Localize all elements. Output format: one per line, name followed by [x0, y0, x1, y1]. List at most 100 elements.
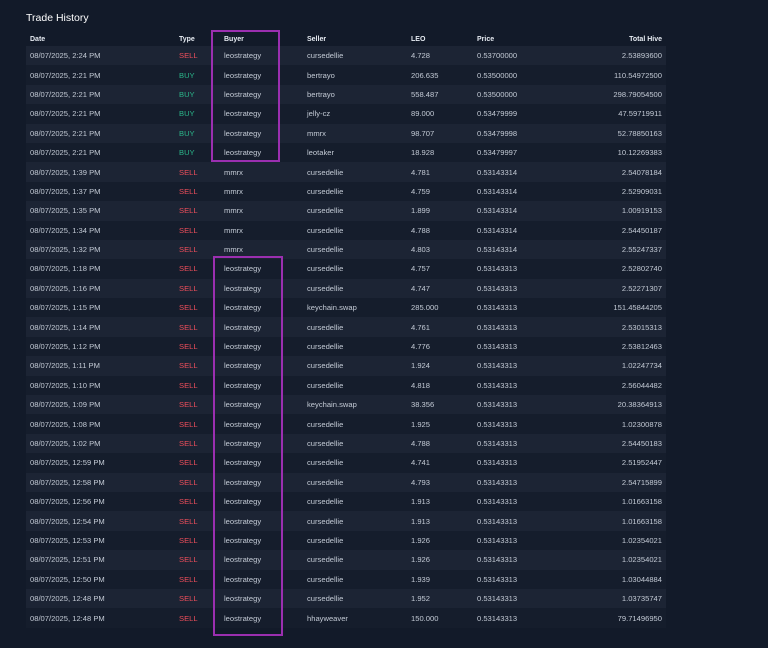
cell-seller: cursedellie [307, 342, 344, 352]
cell-leo: 98.707 [411, 128, 435, 138]
cell-total: 2.51952447 [621, 458, 662, 468]
cell-type: SELL [179, 342, 198, 352]
table-row[interactable]: 08/07/2025, 2:21 PM BUY leostrategy bertray… [26, 84, 666, 105]
cell-buyer: leostrategy [224, 535, 262, 545]
cell-seller: jelly-cz [307, 109, 331, 119]
cell-leo: 4.728 [411, 51, 431, 61]
cell-buyer: leostrategy [224, 380, 262, 390]
cell-date: 08/07/2025, 2:21 PM [30, 70, 101, 80]
cell-type: SELL [179, 167, 198, 177]
table-row[interactable]: 08/07/2025, 1:09 PM SELL leostrategy keycha… [26, 395, 666, 415]
cell-price: 0.53143314 [477, 167, 518, 177]
cell-date: 08/07/2025, 12:54 PM [30, 516, 105, 526]
cell-price: 0.53143313 [477, 342, 518, 352]
cell-price: 0.53143313 [477, 361, 518, 371]
cell-price: 0.53143313 [477, 535, 518, 545]
cell-leo: 1.925 [411, 419, 431, 429]
cell-seller: cursedellie [307, 419, 344, 429]
table-row[interactable]: 08/07/2025, 12:58 PM SELL leostrategy curse… [26, 472, 666, 492]
table-row[interactable]: 08/07/2025, 12:54 PM SELL leostrategy curse… [26, 511, 666, 531]
cell-date: 08/07/2025, 12:56 PM [30, 497, 105, 507]
table-row[interactable]: 08/07/2025, 1:02 PM SELL leostrategy cursed… [26, 433, 666, 454]
table-row[interactable]: 08/07/2025, 12:48 PM SELL leostrategy hhayw… [26, 608, 666, 628]
table-row[interactable]: 08/07/2025, 12:48 PM SELL leostrategy curse… [26, 588, 666, 609]
cell-price: 0.53500000 [477, 70, 518, 80]
cell-leo: 4.788 [411, 439, 431, 448]
table-row[interactable]: 08/07/2025, 12:51 PM SELL leostrategy curse… [26, 550, 666, 570]
cell-buyer: mmrx [224, 225, 243, 235]
table-row[interactable]: 08/07/2025, 1:15 PM SELL leostrategy keycha… [26, 298, 666, 318]
cell-buyer: leostrategy [224, 439, 262, 448]
cell-seller: cursedellie [307, 186, 344, 196]
column-header-seller[interactable]: Seller [307, 36, 327, 43]
cell-date: 08/07/2025, 12:53 PM [30, 535, 105, 545]
cell-date: 08/07/2025, 1:32 PM [30, 245, 101, 255]
cell-seller: keychain.swap [307, 303, 357, 313]
cell-buyer: leostrategy [224, 594, 262, 604]
table-row[interactable]: 08/07/2025, 1:16 PM SELL leostrategy cursed… [26, 278, 666, 299]
cell-type: SELL [179, 613, 198, 623]
cell-type: SELL [179, 477, 198, 487]
table-row[interactable]: 08/07/2025, 1:39 PM SELL mmrx cursedellie 4.… [26, 162, 666, 182]
cell-date: 08/07/2025, 1:39 PM [30, 167, 101, 177]
cell-buyer: leostrategy [224, 574, 262, 584]
table-row[interactable]: 08/07/2025, 12:56 PM SELL leostrategy curse… [26, 491, 666, 512]
table-header-row: Date Type Buyer Seller LEO Price Total H… [26, 33, 666, 46]
column-header-date[interactable]: Date [30, 36, 46, 43]
table-row[interactable]: 08/07/2025, 2:21 PM BUY leostrategy jelly-c… [26, 104, 666, 124]
table-row[interactable]: 08/07/2025, 1:11 PM SELL leostrategy cursed… [26, 356, 666, 376]
cell-buyer: leostrategy [224, 477, 262, 487]
cell-seller: cursedellie [307, 283, 344, 293]
cell-buyer: mmrx [224, 245, 243, 255]
cell-price: 0.53479998 [477, 128, 518, 138]
cell-type: SELL [179, 303, 198, 313]
table-row[interactable]: 08/07/2025, 1:14 PM SELL leostrategy cursed… [26, 317, 666, 337]
cell-total: 1.02354021 [621, 555, 662, 565]
cell-total: 298.79054500 [613, 89, 662, 99]
table-row[interactable]: 08/07/2025, 12:53 PM SELL leostrategy curse… [26, 530, 666, 551]
column-header-type[interactable]: Type [179, 36, 195, 43]
cell-buyer: leostrategy [224, 322, 262, 332]
cell-date: 08/07/2025, 1:37 PM [30, 186, 101, 196]
cell-total: 2.54450183 [621, 439, 662, 448]
cell-total: 2.54715899 [621, 477, 662, 487]
cell-seller: cursedellie [307, 516, 344, 526]
cell-date: 08/07/2025, 12:58 PM [30, 477, 105, 487]
table-row[interactable]: 08/07/2025, 1:10 PM SELL leostrategy cursed… [26, 375, 666, 396]
table-row[interactable]: 08/07/2025, 12:59 PM SELL leostrategy curse… [26, 453, 666, 473]
table-row[interactable]: 08/07/2025, 1:32 PM SELL mmrx cursedellie 4.… [26, 239, 666, 260]
cell-type: SELL [179, 555, 198, 565]
cell-price: 0.53143313 [477, 458, 518, 468]
column-header-price[interactable]: Price [477, 36, 495, 43]
cell-total: 2.54078184 [621, 167, 662, 177]
cell-total: 1.02354021 [621, 535, 662, 545]
table-row[interactable]: 08/07/2025, 1:35 PM SELL mmrx cursedellie 1.… [26, 201, 666, 221]
cell-price: 0.53143314 [477, 245, 518, 255]
table-row[interactable]: 08/07/2025, 2:21 PM BUY leostrategy leotake… [26, 142, 666, 163]
column-header-buyer[interactable]: Buyer [224, 36, 244, 43]
cell-type: SELL [179, 400, 198, 410]
table-row[interactable]: 08/07/2025, 1:34 PM SELL mmrx cursedellie 4.… [26, 220, 666, 240]
cell-date: 08/07/2025, 1:14 PM [30, 322, 101, 332]
cell-date: 08/07/2025, 1:10 PM [30, 380, 101, 390]
table-row[interactable]: 08/07/2025, 2:21 PM BUY leostrategy mmrx 98.… [26, 123, 666, 143]
cell-seller: cursedellie [307, 594, 344, 604]
cell-leo: 4.741 [411, 458, 431, 468]
cell-leo: 89.000 [411, 109, 435, 119]
cell-date: 08/07/2025, 2:21 PM [30, 89, 101, 99]
table-row[interactable]: 08/07/2025, 1:12 PM SELL leostrategy cursed… [26, 336, 666, 357]
table-row[interactable]: 08/07/2025, 12:50 PM SELL leostrategy curse… [26, 569, 666, 589]
cell-type: SELL [179, 51, 198, 61]
cell-buyer: leostrategy [224, 89, 262, 99]
column-header-total-hive[interactable]: Total Hive [629, 36, 662, 43]
table-row[interactable]: 08/07/2025, 2:24 PM SELL leostrategy cursed… [26, 46, 666, 66]
table-row[interactable]: 08/07/2025, 1:18 PM SELL leostrategy cursed… [26, 259, 666, 279]
table-row[interactable]: 08/07/2025, 1:08 PM SELL leostrategy cursed… [26, 414, 666, 434]
cell-price: 0.53143313 [477, 594, 518, 604]
table-row[interactable]: 08/07/2025, 1:37 PM SELL mmrx cursedellie 4.… [26, 181, 666, 202]
cell-type: SELL [179, 225, 198, 235]
table-row[interactable]: 08/07/2025, 2:21 PM BUY leostrategy bertray… [26, 65, 666, 85]
cell-buyer: leostrategy [224, 361, 262, 371]
cell-leo: 1.924 [411, 361, 431, 371]
column-header-leo[interactable]: LEO [411, 36, 426, 43]
